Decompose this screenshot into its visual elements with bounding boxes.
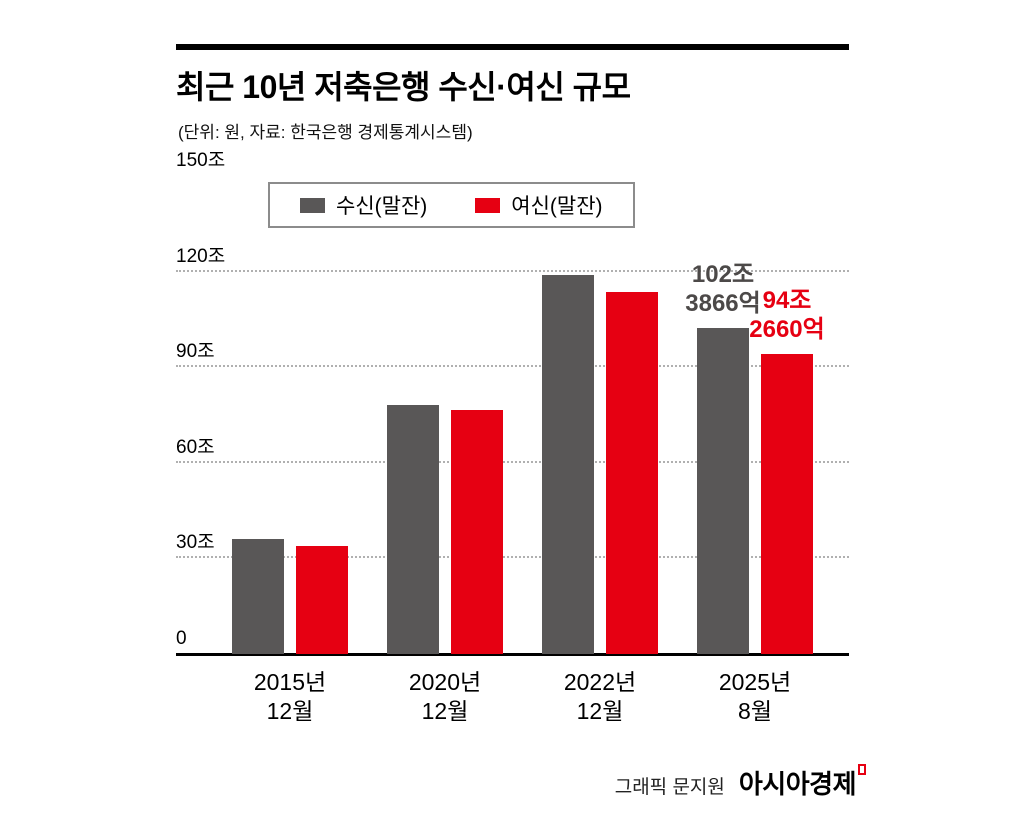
chart-title: 최근 10년 저축은행 수신·여신 규모 bbox=[176, 69, 631, 105]
y-tick-label-120: 120조 bbox=[176, 245, 226, 267]
bar-deposit-3 bbox=[697, 327, 749, 654]
x-axis-line bbox=[176, 653, 849, 656]
bar-loan-1 bbox=[451, 410, 503, 654]
bar-loan-2 bbox=[606, 292, 658, 654]
y-tick-label-90: 90조 bbox=[176, 341, 215, 363]
graphic-credit: 그래픽 문지원 bbox=[614, 777, 725, 798]
bar-deposit-2 bbox=[542, 274, 594, 654]
gridline-30 bbox=[176, 556, 849, 559]
bar-deposit-1 bbox=[387, 405, 439, 654]
y-tick-label-0: 0 bbox=[176, 628, 187, 649]
brand-logo: 아시아경제 bbox=[739, 764, 866, 801]
legend-item-deposit: 수신(말잔) bbox=[300, 190, 427, 220]
bar-loan-3 bbox=[761, 353, 813, 654]
gridline-120 bbox=[176, 269, 849, 272]
y-tick-label-60: 60조 bbox=[176, 436, 215, 458]
x-tick-label-1: 2020년 12월 bbox=[408, 669, 482, 724]
x-tick-label-3: 2025년 8월 bbox=[718, 669, 792, 724]
plot-area: 수신(말잔) 여신(말잔) 0 30조 60조 90조 120조 150조 2015년 12월 2… bbox=[176, 150, 849, 724]
gridline-90 bbox=[176, 365, 849, 368]
value-annotation-deposit: 102조 3866억 bbox=[685, 260, 761, 317]
gridline-60 bbox=[176, 460, 849, 463]
value-annotation-loan: 94조 2660억 bbox=[749, 286, 825, 343]
y-tick-label-30: 30조 bbox=[176, 532, 215, 554]
legend-label-deposit: 수신(말잔) bbox=[336, 195, 428, 218]
footer-credit: 그래픽 문지원 아시아경제 bbox=[615, 764, 866, 801]
top-rule bbox=[176, 44, 849, 50]
brand-mark-icon bbox=[858, 764, 866, 775]
bar-loan-0 bbox=[296, 545, 348, 654]
x-tick-label-2: 2022년 12월 bbox=[563, 669, 637, 724]
chart-subtitle: (단위: 원, 자료: 한국은행 경제통계시스템) bbox=[178, 123, 473, 142]
chart-legend: 수신(말잔) 여신(말잔) bbox=[268, 182, 635, 228]
x-tick-label-0: 2015년 12월 bbox=[253, 669, 327, 724]
legend-swatch-loan bbox=[475, 197, 501, 213]
legend-item-loan: 여신(말잔) bbox=[475, 190, 603, 220]
legend-swatch-deposit bbox=[300, 197, 325, 213]
legend-label-loan: 여신(말잔) bbox=[511, 195, 603, 218]
y-tick-label-150: 150조 bbox=[176, 150, 226, 171]
brand-name: 아시아경제 bbox=[738, 769, 857, 799]
bar-deposit-0 bbox=[232, 539, 284, 654]
